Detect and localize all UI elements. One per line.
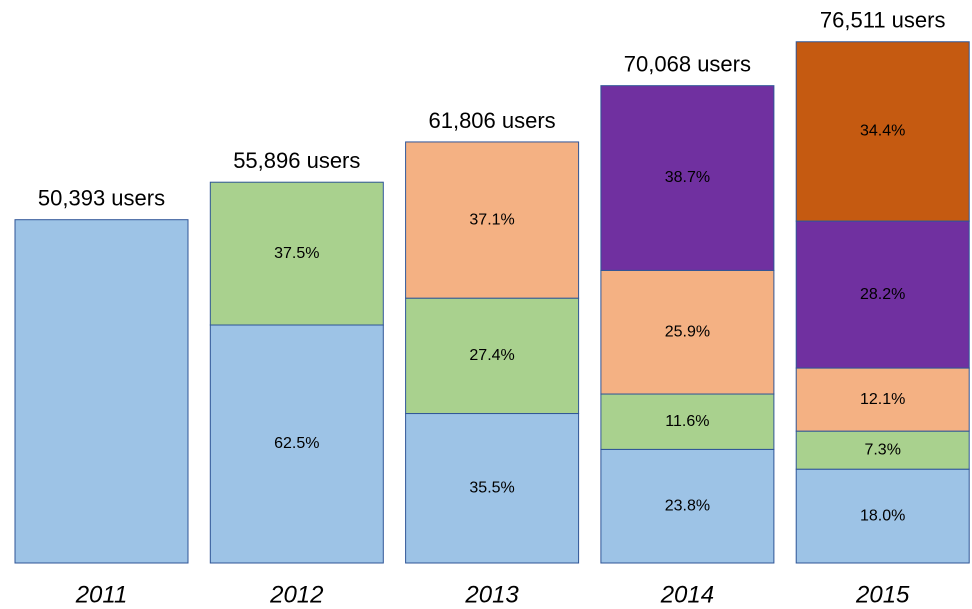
segment-label: 34.4% xyxy=(860,123,905,140)
bar-segment xyxy=(795,430,970,470)
total-label: 50,393 users xyxy=(38,186,165,211)
bar-segment xyxy=(795,220,970,369)
segment-label: 37.1% xyxy=(469,211,514,228)
x-tick-label: 2014 xyxy=(660,581,714,608)
segment-label: 27.4% xyxy=(469,347,514,364)
segment-label: 37.5% xyxy=(274,245,319,262)
segment-label: 11.6% xyxy=(665,413,709,430)
x-tick-label: 2015 xyxy=(855,581,910,608)
x-tick-label: 2011 xyxy=(75,581,128,608)
bar-segment xyxy=(600,85,775,271)
bar-segment xyxy=(14,219,189,564)
segment-label: 35.5% xyxy=(469,479,514,496)
bar-segment xyxy=(795,468,970,564)
segment-label: 12.1% xyxy=(860,391,905,408)
total-label: 76,511 users xyxy=(820,8,946,33)
bar-segment xyxy=(600,393,775,450)
bar-segment xyxy=(600,448,775,564)
total-label: 55,896 users xyxy=(233,148,360,173)
segment-label: 28.2% xyxy=(860,286,905,303)
segment-label: 62.5% xyxy=(274,435,319,452)
segment-label: 38.7% xyxy=(665,169,710,186)
bar-segment xyxy=(209,324,384,564)
x-tick-label: 2012 xyxy=(269,581,323,608)
bar-segment xyxy=(405,141,580,299)
segment-label: 18.0% xyxy=(860,507,905,524)
bar-segment xyxy=(600,269,775,395)
total-label: 61,806 users xyxy=(428,108,555,133)
bar-segment xyxy=(795,41,970,222)
segment-label: 7.3% xyxy=(864,441,900,458)
total-label: 70,068 users xyxy=(624,51,751,76)
bar-segment xyxy=(795,367,970,432)
segment-label: 25.9% xyxy=(665,323,710,340)
bar-segment xyxy=(405,297,580,415)
bar-segment xyxy=(209,181,384,326)
segment-label: 23.8% xyxy=(665,497,710,514)
x-tick-label: 2013 xyxy=(464,581,519,608)
